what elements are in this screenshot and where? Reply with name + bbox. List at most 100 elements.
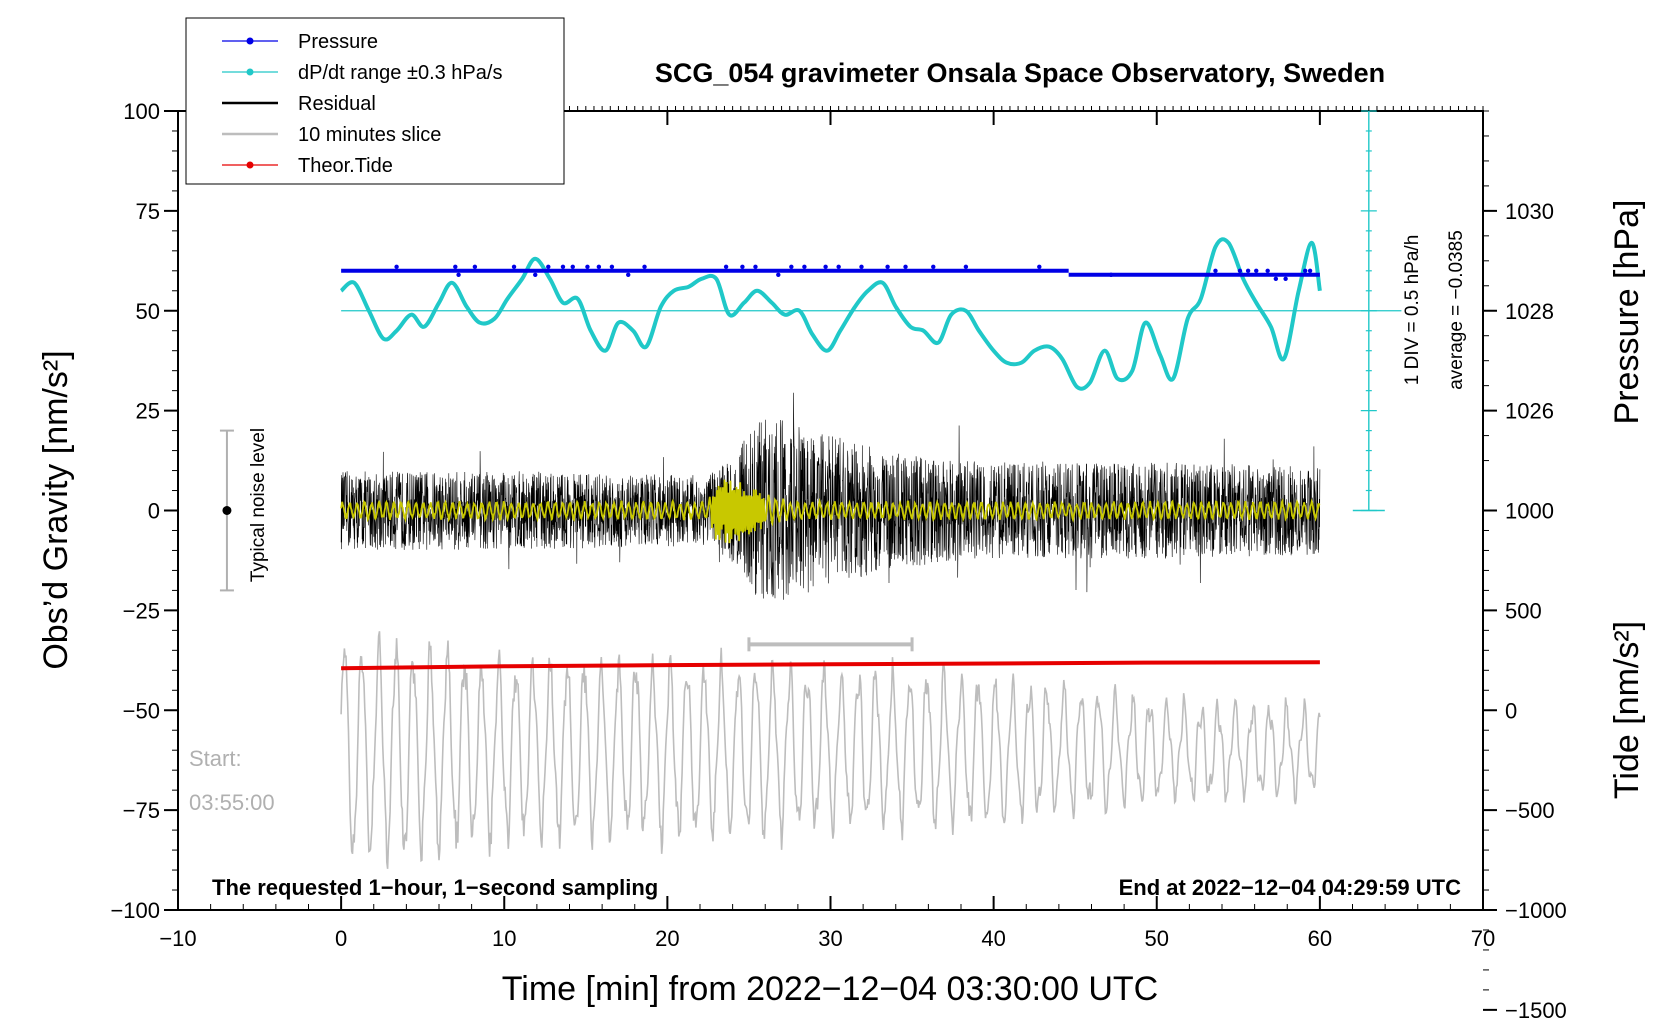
pressure-axis-title: Pressure [hPa] xyxy=(1608,200,1646,425)
smoothed-residual-series xyxy=(340,479,1321,544)
tide-tick-label: −1000 xyxy=(1505,898,1567,923)
theor-tide-series xyxy=(341,660,1320,671)
y-tick-label: 100 xyxy=(123,99,160,124)
x-axis-title: Time [min] from 2022−12−04 03:30:00 UTC xyxy=(502,970,1158,1008)
chart-title: SCG_054 gravimeter Onsala Space Observat… xyxy=(655,58,1385,88)
x-tick-label: 40 xyxy=(981,926,1005,951)
tide-tick-label: 1000 xyxy=(1505,499,1554,524)
pressure-point xyxy=(1273,276,1279,281)
pressure-point xyxy=(1245,268,1251,273)
pressure-tick-label: 1030 xyxy=(1505,199,1554,224)
pressure-point xyxy=(626,272,631,277)
dpdt-line xyxy=(339,237,1322,391)
end-time-note: End at 2022−12−04 04:29:59 UTC xyxy=(1119,875,1462,900)
pressure-point xyxy=(472,264,478,270)
tide-line xyxy=(341,660,1320,671)
x-tick-label: 20 xyxy=(655,926,679,951)
pressure-point xyxy=(1213,268,1218,273)
pressure-point xyxy=(1283,276,1288,281)
tide-tick-label: −500 xyxy=(1505,798,1555,823)
legend-label: 10 minutes slice xyxy=(298,124,441,146)
y-tick-label: −50 xyxy=(123,698,160,723)
x-tick-label: 50 xyxy=(1145,926,1169,951)
pressure-point xyxy=(1307,268,1313,273)
slice-marker xyxy=(747,637,914,652)
legend-box xyxy=(185,17,565,185)
requested-sampling-note: The requested 1−hour, 1−second sampling xyxy=(212,875,658,900)
pressure-point xyxy=(533,272,538,277)
y-axis-left: −100 −75 −50 −25 0 25 50 75 100 xyxy=(110,99,178,923)
y-tick-label: −25 xyxy=(123,598,160,623)
tide-tick-label: −1500 xyxy=(1505,998,1567,1020)
pressure-point xyxy=(836,264,841,270)
pressure-scale-note: 1 DIV = 0.5 hPa/h xyxy=(1402,235,1423,386)
pressure-point xyxy=(753,264,758,270)
pressure-point xyxy=(963,264,969,270)
y-tick-label: −75 xyxy=(123,798,160,823)
legend-label: Residual xyxy=(298,93,376,115)
legend-label: Pressure xyxy=(298,31,378,53)
pressure-point xyxy=(776,272,781,277)
pressure-point xyxy=(903,264,908,270)
dpdt-series xyxy=(339,237,1322,391)
pressure-point xyxy=(546,264,551,270)
pressure-tick-label: 1026 xyxy=(1505,399,1554,424)
pressure-point xyxy=(723,264,729,270)
pressure-point xyxy=(885,264,890,270)
legend-marker xyxy=(246,161,254,169)
tide-tick-label: 0 xyxy=(1505,698,1517,723)
y-axis-tide: −1500 −1000 −500 0 500 1000 xyxy=(1483,499,1567,1020)
x-tick-label: 60 xyxy=(1308,926,1332,951)
pressure-point xyxy=(1108,272,1114,277)
slice-line xyxy=(340,631,1321,869)
legend-marker xyxy=(246,68,254,76)
tide-tick-label: 500 xyxy=(1505,598,1542,623)
noise-center-dot xyxy=(222,506,232,515)
pressure-tick-label: 1028 xyxy=(1505,299,1554,324)
pressure-point xyxy=(1265,268,1270,273)
pressure-point xyxy=(596,264,602,270)
y-tick-label: 75 xyxy=(136,199,160,224)
x-tick-label: 0 xyxy=(335,926,347,951)
tide-axis-title: Tide [nm/s²] xyxy=(1608,621,1646,799)
pressure-point xyxy=(823,264,828,270)
legend-label: dP/dt range ±0.3 hPa/s xyxy=(298,62,502,84)
x-tick-label: 30 xyxy=(818,926,842,951)
pressure-point xyxy=(802,264,807,270)
pressure-point xyxy=(456,272,461,277)
pressure-point xyxy=(859,264,864,270)
y-tick-label: −100 xyxy=(110,898,160,923)
pressure-point xyxy=(394,264,399,270)
pressure-point xyxy=(511,264,517,270)
pressure-scale-bar xyxy=(1352,110,1385,512)
y-tick-label: 0 xyxy=(148,499,160,524)
start-time: 03:55:00 xyxy=(189,790,275,815)
legend-marker xyxy=(246,37,254,45)
pressure-point xyxy=(789,264,794,270)
ten-minute-slice-series xyxy=(340,631,1321,869)
x-tick-label: 10 xyxy=(492,926,516,951)
pressure-point xyxy=(642,264,647,270)
pressure-point xyxy=(560,264,566,270)
smoothed-line xyxy=(340,479,1321,544)
pressure-point xyxy=(740,264,745,270)
x-tick-label: −10 xyxy=(159,926,196,951)
legend: Pressure dP/dt range ±0.3 hPa/s Residual 10… xyxy=(185,17,565,185)
pressure-point xyxy=(453,264,458,270)
pressure-point xyxy=(1237,268,1243,273)
pressure-point xyxy=(931,264,936,270)
noise-level-label: Typical noise level xyxy=(248,428,269,582)
pressure-point xyxy=(1037,264,1042,270)
pressure-point xyxy=(570,264,575,270)
noise-level-bar xyxy=(219,429,234,592)
y-axis-pressure: 1026 1028 1030 xyxy=(1483,110,1554,462)
legend-label: Theor.Tide xyxy=(298,155,393,177)
start-label: Start: xyxy=(189,746,242,771)
pressure-point xyxy=(1302,268,1308,273)
pressure-point xyxy=(609,264,615,270)
y-axis-title: Obs’d Gravity [nm/s²] xyxy=(37,350,75,669)
y-tick-label: 25 xyxy=(136,399,160,424)
residual-line xyxy=(340,392,1321,600)
pressure-point xyxy=(585,264,590,270)
